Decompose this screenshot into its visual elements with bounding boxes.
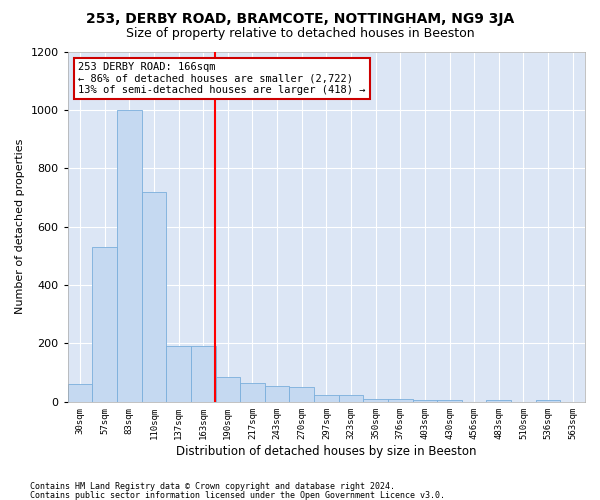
Bar	[338, 394, 364, 402]
Bar	[413, 400, 437, 402]
Bar	[142, 192, 166, 402]
Y-axis label: Number of detached properties: Number of detached properties	[15, 139, 25, 314]
Bar	[191, 346, 215, 402]
Text: Contains HM Land Registry data © Crown copyright and database right 2024.: Contains HM Land Registry data © Crown c…	[30, 482, 395, 491]
Bar	[437, 400, 462, 402]
Bar	[289, 387, 314, 402]
Bar	[388, 400, 413, 402]
Text: Size of property relative to detached houses in Beeston: Size of property relative to detached ho…	[125, 28, 475, 40]
Bar	[314, 394, 338, 402]
Bar	[92, 247, 117, 402]
Text: 253, DERBY ROAD, BRAMCOTE, NOTTINGHAM, NG9 3JA: 253, DERBY ROAD, BRAMCOTE, NOTTINGHAM, N…	[86, 12, 514, 26]
Bar	[487, 400, 511, 402]
Bar	[166, 346, 191, 402]
Bar	[536, 400, 560, 402]
Bar	[68, 384, 92, 402]
Bar	[364, 399, 388, 402]
Text: 253 DERBY ROAD: 166sqm
← 86% of detached houses are smaller (2,722)
13% of semi-: 253 DERBY ROAD: 166sqm ← 86% of detached…	[78, 62, 365, 95]
Bar	[215, 377, 240, 402]
X-axis label: Distribution of detached houses by size in Beeston: Distribution of detached houses by size …	[176, 444, 476, 458]
Text: Contains public sector information licensed under the Open Government Licence v3: Contains public sector information licen…	[30, 490, 445, 500]
Bar	[117, 110, 142, 402]
Bar	[240, 383, 265, 402]
Bar	[265, 386, 289, 402]
